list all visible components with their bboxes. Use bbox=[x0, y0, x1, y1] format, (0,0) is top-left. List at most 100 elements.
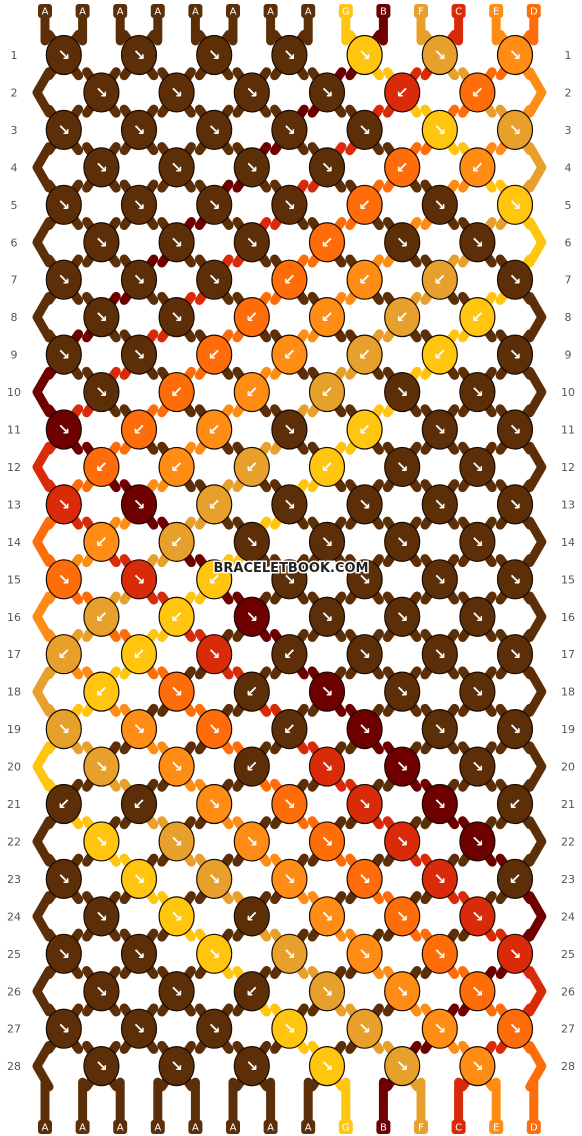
edge-strand bbox=[32, 67, 54, 118]
knot-arrow-icon: ↘ bbox=[133, 271, 146, 289]
knot bbox=[308, 1046, 346, 1087]
knot bbox=[120, 783, 158, 825]
knot-arrow-icon: ↘ bbox=[133, 570, 146, 588]
row-number-right: 3 bbox=[565, 124, 572, 137]
knot-arrow-icon: ↘ bbox=[246, 83, 259, 101]
top-string-letter: E bbox=[493, 7, 499, 18]
knot bbox=[421, 409, 458, 450]
knot-arrow-icon: ↘ bbox=[95, 233, 108, 251]
bottom-string-letter: A bbox=[42, 1123, 49, 1134]
knot bbox=[120, 708, 158, 750]
knot-arrow-icon: ↘ bbox=[170, 308, 183, 326]
knot bbox=[308, 896, 346, 937]
bottom-string-letter-badge bbox=[414, 1120, 428, 1134]
knot-arrow-icon: ↘ bbox=[321, 758, 334, 776]
knot-arrow-icon: ↙ bbox=[246, 982, 259, 1000]
knot bbox=[384, 446, 421, 488]
knot-arrow-icon: ↙ bbox=[396, 308, 409, 326]
knot-arrow-icon: ↘ bbox=[95, 83, 108, 101]
knot-arrow-icon: ↙ bbox=[321, 308, 334, 326]
edge-strand bbox=[32, 966, 54, 1017]
knot bbox=[83, 896, 120, 937]
row-number-right: 15 bbox=[561, 573, 575, 586]
knot bbox=[233, 72, 270, 113]
knot-arrow-icon: ↘ bbox=[509, 570, 522, 588]
knot-arrow-icon: ↘ bbox=[133, 121, 146, 139]
edge-strand bbox=[525, 591, 547, 642]
bottom-string-letter: A bbox=[305, 1123, 312, 1134]
knot-arrow-icon: ↙ bbox=[95, 683, 108, 701]
edge-strand bbox=[525, 666, 547, 717]
edge-strand bbox=[525, 816, 547, 867]
knot-arrow-icon: ↙ bbox=[246, 758, 259, 776]
knot-arrow-icon: ↘ bbox=[95, 158, 108, 176]
knot-arrow-icon: ↘ bbox=[471, 608, 484, 626]
knot-arrow-icon: ↘ bbox=[321, 533, 334, 551]
knot bbox=[308, 671, 346, 712]
knot-arrow-icon: ↘ bbox=[358, 46, 371, 64]
knot-arrow-icon: ↘ bbox=[95, 758, 108, 776]
knot bbox=[346, 109, 383, 150]
bottom-string-letter-badge bbox=[113, 1120, 128, 1134]
edge-strand bbox=[525, 741, 547, 792]
row-number-left: 4 bbox=[11, 161, 18, 174]
edge-strand bbox=[32, 891, 54, 942]
knot-arrow-icon: ↙ bbox=[95, 608, 108, 626]
knot bbox=[459, 446, 496, 488]
edge-strand bbox=[32, 816, 54, 867]
knot-arrow-icon: ↘ bbox=[434, 495, 447, 513]
knot-arrow-icon: ↘ bbox=[283, 46, 296, 64]
knot-arrow-icon: ↘ bbox=[58, 870, 71, 888]
knot-arrow-icon: ↘ bbox=[208, 121, 221, 139]
knot-arrow-icon: ↘ bbox=[321, 683, 334, 701]
row-number-right: 17 bbox=[561, 648, 575, 661]
knot bbox=[346, 933, 383, 974]
knot bbox=[120, 109, 158, 150]
knot bbox=[308, 371, 346, 413]
knot bbox=[459, 297, 496, 338]
knot bbox=[384, 371, 421, 413]
knot bbox=[384, 521, 421, 562]
edge-strand bbox=[32, 291, 54, 343]
row-number-left: 28 bbox=[7, 1060, 21, 1073]
knot-arrow-icon: ↘ bbox=[283, 1020, 296, 1038]
knot-arrow-icon: ↘ bbox=[133, 1020, 146, 1038]
row-number-right: 21 bbox=[561, 798, 575, 811]
knot bbox=[233, 746, 270, 787]
knot-arrow-icon: ↙ bbox=[396, 83, 409, 101]
knot bbox=[459, 896, 496, 937]
knot-arrow-icon: ↘ bbox=[58, 271, 71, 289]
top-string-letter: F bbox=[418, 7, 424, 18]
row-number-left: 6 bbox=[11, 236, 18, 249]
knot-arrow-icon: ↘ bbox=[396, 982, 409, 1000]
knot-arrow-icon: ↙ bbox=[246, 683, 259, 701]
knot bbox=[496, 409, 534, 450]
knot-arrow-icon: ↘ bbox=[434, 795, 447, 813]
knot bbox=[384, 896, 421, 937]
knot bbox=[196, 34, 233, 76]
knot bbox=[384, 147, 421, 188]
edge-strand bbox=[32, 741, 54, 792]
knot-arrow-icon: ↘ bbox=[133, 346, 146, 364]
knot-arrow-icon: ↘ bbox=[509, 1020, 522, 1038]
knot-arrow-icon: ↘ bbox=[58, 720, 71, 738]
knot-arrow-icon: ↘ bbox=[133, 720, 146, 738]
edge-strand bbox=[525, 516, 547, 568]
row-number-right: 22 bbox=[561, 835, 575, 848]
knot bbox=[459, 971, 496, 1012]
knot-arrow-icon: ↘ bbox=[509, 720, 522, 738]
knot bbox=[83, 297, 120, 338]
row-number-right: 26 bbox=[561, 985, 575, 998]
row-number-right: 8 bbox=[565, 311, 572, 324]
top-string-letter: A bbox=[117, 7, 124, 18]
knot bbox=[384, 746, 421, 787]
top-string-letter: A bbox=[230, 7, 237, 18]
knot bbox=[233, 971, 270, 1012]
knot bbox=[233, 896, 270, 937]
knot-arrow-icon: ↙ bbox=[133, 795, 146, 813]
knot-arrow-icon: ↘ bbox=[434, 1020, 447, 1038]
knot bbox=[271, 634, 308, 675]
top-string-letter: A bbox=[42, 7, 49, 18]
knot-arrow-icon: ↘ bbox=[434, 421, 447, 439]
